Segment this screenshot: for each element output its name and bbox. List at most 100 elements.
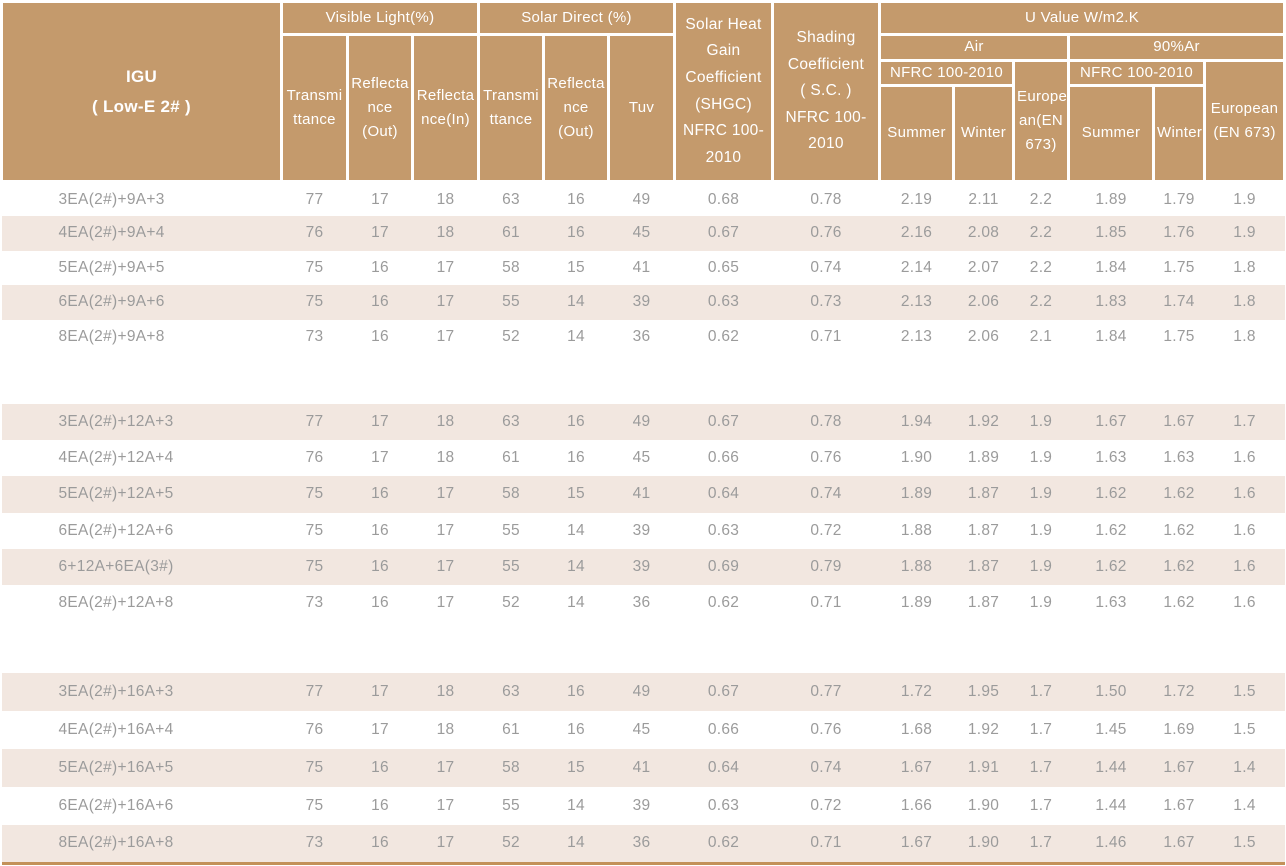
value-cell: 15 [543, 749, 609, 788]
value-cell: 1.67 [1153, 404, 1205, 441]
table-row: 8EA(2#)+9A+8 73 16 17 52 14 36 0.62 0.71 2.13 2.06… [2, 320, 1285, 355]
value-cell: 0.67 [674, 404, 773, 441]
value-cell: 17 [347, 673, 413, 712]
value-cell: 1.63 [1095, 594, 1127, 612]
value-cell: 73 [305, 594, 324, 612]
value-cell: 0.66 [707, 721, 740, 739]
value-cell: 0.66 [707, 449, 740, 467]
value-cell: 1.89 [1095, 190, 1127, 208]
value-cell: 55 [478, 548, 544, 585]
col-header-sd-transmittance: Transmi ttance [477, 33, 546, 183]
value-cell: 1.84 [1095, 258, 1127, 276]
value-cell: 1.84 [1095, 327, 1127, 345]
value-cell: 1.88 [900, 521, 933, 539]
value-cell: 58 [502, 258, 520, 276]
value-cell: 58 [478, 476, 544, 513]
value-cell: 0.65 [707, 258, 740, 276]
value-cell: 39 [608, 548, 675, 585]
col-header-tuv: Tuv [607, 33, 677, 183]
value-cell: 0.68 [707, 190, 740, 208]
value-cell: 1.90 [953, 825, 1014, 864]
value-cell: 17 [371, 449, 389, 467]
value-cell: 1.67 [879, 749, 954, 788]
value-cell: 1.9 [1204, 216, 1285, 251]
value-cell: 52 [502, 594, 520, 612]
value-cell: 14 [543, 548, 609, 585]
value-cell: 1.95 [953, 673, 1014, 712]
value-cell: 1.87 [953, 548, 1014, 585]
group-header-solar-direct: Solar Direct (%) [477, 0, 677, 36]
value-cell: 0.71 [772, 825, 880, 864]
value-cell: 18 [412, 404, 479, 441]
value-cell: 0.64 [674, 749, 773, 788]
value-cell: 0.77 [772, 673, 880, 712]
value-cell: 77 [305, 190, 324, 208]
value-cell: 63 [478, 673, 544, 712]
igu-config-label: 5EA(2#)+9A+5 [58, 258, 165, 276]
col-header-air-european: Europe an(EN 673) [1012, 58, 1071, 183]
value-cell: 1.87 [953, 476, 1014, 513]
value-cell: 0.62 [674, 825, 773, 864]
value-cell: 1.69 [1163, 721, 1195, 739]
value-cell: 0.69 [674, 548, 773, 585]
col-header-shading-coefficient: Shading Coefficient ( S.C. ) NFRC 100- 2… [771, 0, 882, 183]
value-cell: 1.5 [1204, 673, 1285, 712]
igu-config-label: 8EA(2#)+16A+8 [1, 825, 282, 864]
table-row: 4EA(2#)+9A+4 76 17 18 61 16 45 0.67 0.76 2.16 2.08… [1, 216, 1285, 251]
value-cell: 2.08 [953, 216, 1014, 251]
igu-config-label: 3EA(2#)+12A+3 [1, 404, 282, 441]
value-cell: 1.8 [1204, 285, 1285, 320]
value-cell: 75 [281, 749, 348, 788]
value-cell: 0.63 [674, 285, 773, 320]
value-cell: 1.91 [953, 749, 1014, 788]
value-cell: 75 [305, 797, 324, 815]
value-cell: 1.62 [1068, 548, 1154, 585]
value-cell: 1.7 [1204, 404, 1285, 441]
value-cell: 36 [608, 825, 675, 864]
value-cell: 1.7 [1029, 797, 1053, 815]
value-cell: 17 [412, 476, 479, 513]
value-cell: 17 [347, 404, 413, 441]
value-cell: 52 [478, 825, 544, 864]
table-row: 4EA(2#)+12A+4 76 17 18 61 16 45 0.66 0.76 1.90 1.8… [2, 440, 1285, 476]
value-cell: 1.76 [1153, 216, 1205, 251]
value-cell: 1.9 [1029, 594, 1053, 612]
igu-config-label: 6EA(2#)+16A+6 [58, 797, 174, 815]
value-cell: 1.63 [1163, 449, 1195, 467]
value-cell: 58 [478, 749, 544, 788]
value-cell: 2.2 [1013, 285, 1069, 320]
value-cell: 2.16 [879, 216, 954, 251]
value-cell: 36 [632, 594, 651, 612]
value-cell: 1.88 [879, 548, 954, 585]
col-header-shgc: Solar Heat Gain Coefficient (SHGC) NFRC … [673, 0, 775, 183]
value-cell: 1.46 [1068, 825, 1154, 864]
col-header-air-winter: Winter [952, 84, 1016, 183]
table-row: 4EA(2#)+16A+4 76 17 18 61 16 45 0.66 0.76 1.68 1.9… [2, 711, 1285, 749]
value-cell: 41 [632, 258, 651, 276]
value-cell: 18 [436, 721, 455, 739]
value-cell: 77 [281, 673, 348, 712]
table-row: 5EA(2#)+12A+5 75 16 17 58 15 41 0.64 0.74 1.89 1.8… [1, 476, 1285, 513]
value-cell: 1.74 [1153, 285, 1205, 320]
value-cell: 1.44 [1068, 749, 1154, 788]
value-cell: 1.9 [1013, 476, 1069, 513]
value-cell: 1.6 [1233, 449, 1256, 467]
value-cell: 1.4 [1204, 749, 1285, 788]
value-cell: 1.67 [1163, 797, 1195, 815]
value-cell: 1.7 [1013, 673, 1069, 712]
value-cell: 1.44 [1095, 797, 1127, 815]
value-cell: 15 [543, 476, 609, 513]
value-cell: 16 [567, 449, 585, 467]
col-header-argon-summer: Summer [1067, 84, 1156, 183]
col-header-sd-reflectance-out: Reflecta nce (Out) [542, 33, 611, 183]
value-cell: 75 [281, 548, 348, 585]
value-cell: 39 [632, 521, 651, 539]
igu-config-label: 4EA(2#)+16A+4 [58, 721, 174, 739]
group-header-air: Air [878, 33, 1071, 62]
value-cell: 16 [347, 825, 413, 864]
table-row: 3EA(2#)+9A+3 77 17 18 63 16 49 0.68 0.78 2.19 2.11… [2, 182, 1285, 217]
value-cell: 0.78 [772, 404, 880, 441]
value-cell: 2.14 [900, 258, 933, 276]
table-body: 3EA(2#)+9A+3 77 17 18 63 16 49 0.68 0.78 2.19 2.11… [1, 182, 1285, 864]
col-header-vl-reflectance-out: Reflecta nce (Out) [346, 33, 414, 183]
